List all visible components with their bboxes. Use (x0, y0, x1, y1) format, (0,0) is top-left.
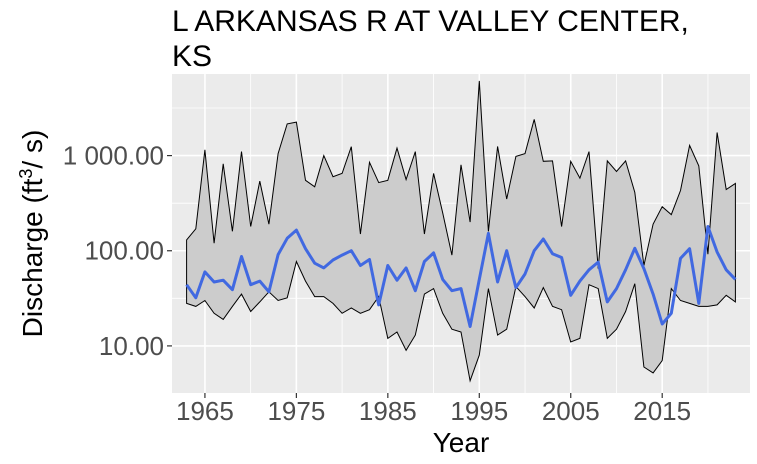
x-tick-label: 2015 (633, 396, 691, 426)
y-axis-ticks: 10.00 100.00 1 000.00 (63, 141, 172, 361)
y-axis-title: Discharge (ft3/ s) (16, 130, 48, 338)
x-tick-label: 2005 (542, 396, 600, 426)
median-series-line (185, 225, 737, 328)
x-axis-title: Year (433, 427, 490, 458)
y-tick-label: 100.00 (84, 236, 164, 266)
y-tick-label: 1 000.00 (63, 141, 164, 171)
y-axis-title-tail: / s) (17, 130, 48, 169)
x-tick-label: 1995 (450, 396, 508, 426)
range-band (186, 80, 736, 383)
x-tick-label: 1975 (267, 396, 325, 426)
y-axis-title-superscript: 3 (16, 169, 36, 179)
chart-title-line-2: KS (172, 40, 213, 73)
x-axis-ticks: 1965 1975 1985 1995 2005 2015 (176, 393, 691, 426)
x-tick-label: 1985 (359, 396, 417, 426)
x-tick-label: 1965 (176, 396, 234, 426)
y-axis-title-main: Discharge (ft (17, 178, 48, 337)
chart-title-line-1: L ARKANSAS R AT VALLEY CENTER, (172, 5, 689, 38)
y-tick-label: 10.00 (99, 331, 164, 361)
